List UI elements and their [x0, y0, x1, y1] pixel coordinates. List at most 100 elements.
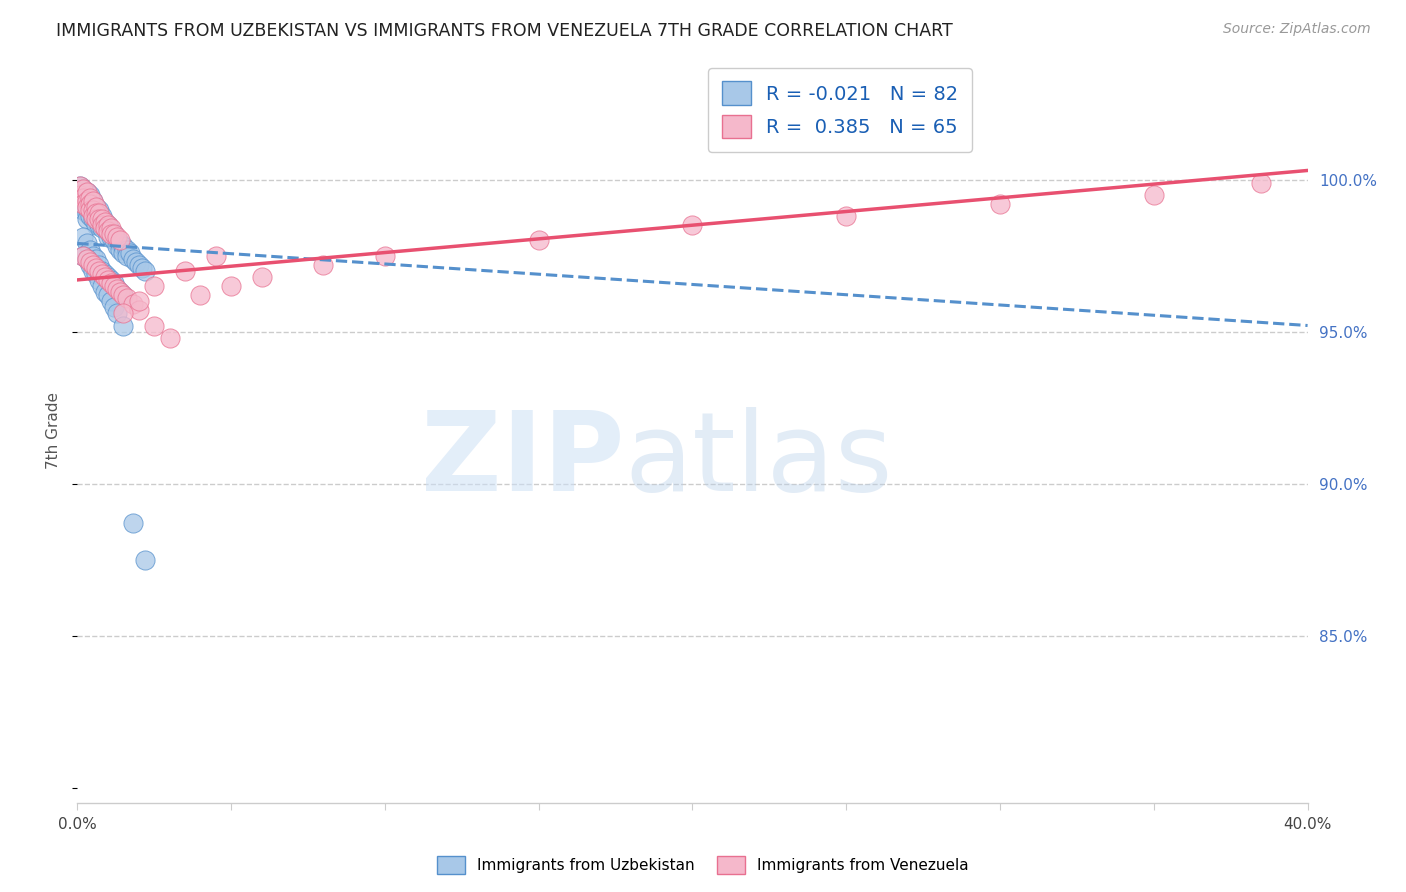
- Point: [84, 267, 107, 281]
- Point: [69, 178, 91, 193]
- Point: [94, 215, 117, 229]
- Point: [112, 288, 135, 302]
- Point: [110, 236, 132, 251]
- Point: [87, 212, 110, 227]
- Point: [82, 202, 104, 217]
- Legend: R = -0.021   N = 82, R =  0.385   N = 65: R = -0.021 N = 82, R = 0.385 N = 65: [709, 68, 972, 153]
- Point: [110, 243, 132, 257]
- Point: [100, 224, 122, 238]
- Point: [72, 182, 94, 196]
- Point: [94, 285, 117, 299]
- Point: [84, 212, 107, 227]
- Text: IMMIGRANTS FROM UZBEKISTAN VS IMMIGRANTS FROM VENEZUELA 7TH GRADE CORRELATION CH: IMMIGRANTS FROM UZBEKISTAN VS IMMIGRANTS…: [56, 22, 953, 40]
- Point: [682, 218, 704, 232]
- Point: [69, 178, 91, 193]
- Point: [143, 318, 166, 333]
- Point: [174, 264, 197, 278]
- Point: [82, 209, 104, 223]
- Point: [103, 233, 125, 247]
- Point: [115, 243, 138, 257]
- Point: [105, 230, 128, 244]
- Point: [76, 200, 98, 214]
- Point: [79, 202, 101, 217]
- Point: [82, 249, 104, 263]
- Point: [100, 230, 122, 244]
- Point: [79, 209, 101, 223]
- Point: [69, 194, 91, 208]
- Point: [112, 288, 135, 302]
- Point: [76, 212, 98, 227]
- Point: [90, 212, 114, 227]
- Point: [72, 202, 94, 217]
- Y-axis label: 7th Grade: 7th Grade: [46, 392, 62, 469]
- Point: [94, 269, 117, 284]
- Point: [69, 187, 91, 202]
- Point: [90, 279, 114, 293]
- Point: [115, 291, 138, 305]
- Point: [87, 202, 110, 217]
- Point: [72, 230, 94, 244]
- Point: [84, 218, 107, 232]
- Legend: Immigrants from Uzbekistan, Immigrants from Venezuela: Immigrants from Uzbekistan, Immigrants f…: [432, 850, 974, 880]
- Point: [131, 260, 153, 275]
- Point: [76, 200, 98, 214]
- Point: [72, 191, 94, 205]
- Point: [72, 249, 94, 263]
- Point: [79, 254, 101, 268]
- Point: [97, 273, 120, 287]
- Point: [72, 197, 94, 211]
- Point: [110, 285, 132, 299]
- Point: [79, 197, 101, 211]
- Point: [97, 288, 120, 302]
- Point: [79, 191, 101, 205]
- Point: [105, 239, 128, 253]
- Point: [835, 209, 858, 223]
- Point: [115, 249, 138, 263]
- Point: [79, 202, 101, 217]
- Point: [112, 239, 135, 253]
- Point: [87, 212, 110, 227]
- Point: [84, 206, 107, 220]
- Point: [72, 197, 94, 211]
- Point: [204, 249, 226, 263]
- Point: [76, 236, 98, 251]
- Point: [76, 194, 98, 208]
- Point: [90, 209, 114, 223]
- Point: [97, 224, 120, 238]
- Text: atlas: atlas: [624, 407, 893, 514]
- Point: [90, 215, 114, 229]
- Point: [103, 276, 125, 290]
- Point: [76, 206, 98, 220]
- Point: [84, 200, 107, 214]
- Point: [87, 206, 110, 220]
- Point: [988, 197, 1011, 211]
- Point: [84, 200, 107, 214]
- Point: [82, 194, 104, 208]
- Point: [112, 306, 135, 320]
- Point: [100, 276, 122, 290]
- Point: [97, 230, 120, 244]
- Point: [188, 288, 212, 302]
- Point: [84, 260, 107, 275]
- Point: [103, 227, 125, 242]
- Point: [527, 233, 550, 247]
- Point: [84, 206, 107, 220]
- Point: [121, 516, 143, 530]
- Point: [103, 279, 125, 293]
- Point: [105, 306, 128, 320]
- Point: [94, 267, 117, 281]
- Point: [105, 233, 128, 247]
- Point: [87, 264, 110, 278]
- Point: [121, 252, 143, 266]
- Point: [121, 297, 143, 311]
- Text: ZIP: ZIP: [422, 407, 624, 514]
- Point: [100, 221, 122, 235]
- Point: [128, 294, 150, 309]
- Point: [250, 269, 273, 284]
- Point: [90, 264, 114, 278]
- Point: [1250, 176, 1272, 190]
- Point: [69, 187, 91, 202]
- Point: [82, 258, 104, 272]
- Point: [97, 224, 120, 238]
- Point: [374, 249, 396, 263]
